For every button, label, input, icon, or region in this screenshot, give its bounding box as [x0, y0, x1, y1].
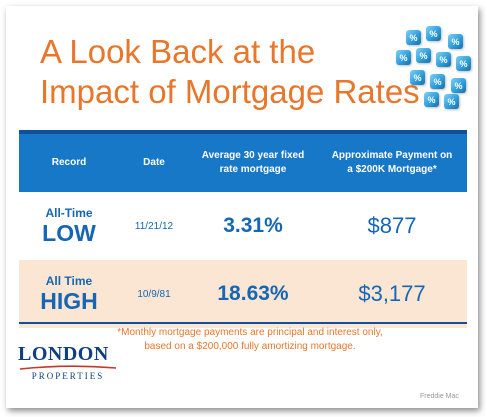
- header-rate-line-1: Average 30 year fixed: [201, 150, 305, 161]
- rate-cell: 3.31%: [189, 192, 317, 260]
- date-cell: 11/21/12: [119, 192, 189, 260]
- page-title: A Look Back at the Impact of Mortgage Ra…: [40, 32, 420, 112]
- logo-sub-text: PROPERTIES: [31, 371, 105, 381]
- die-icon: %: [456, 56, 471, 71]
- header-record: Record: [19, 130, 119, 192]
- table-row-low: All-Time LOW 11/21/12 3.31% $877: [19, 192, 467, 260]
- die-icon: %: [448, 34, 463, 49]
- payment-cell: $877: [317, 192, 467, 260]
- record-label-small: All Time: [45, 274, 93, 288]
- die-icon: %: [410, 70, 425, 85]
- rate-cell: 18.63%: [189, 260, 317, 328]
- record-cell: All Time HIGH: [19, 260, 119, 328]
- header-payment-line-1: Approximate Payment on: [331, 150, 453, 161]
- footnote-line-2: based on a $200,000 fully amortizing mor…: [144, 341, 356, 352]
- die-icon: %: [426, 26, 441, 41]
- header-rate: Average 30 year fixed rate mortgage: [189, 130, 317, 192]
- logo-swoosh-icon: [19, 365, 117, 370]
- die-icon: %: [406, 30, 421, 45]
- table-bottom-divider: [19, 322, 467, 324]
- title-line-2: Impact of Mortgage Rates: [40, 73, 420, 110]
- header-payment-line-2: a $200K Mortgage*: [347, 164, 437, 175]
- die-icon: %: [396, 50, 411, 65]
- die-icon: %: [424, 92, 439, 107]
- logo-main-text: LONDON: [18, 343, 109, 365]
- footnote: *Monthly mortgage payments are principal…: [80, 326, 420, 354]
- die-icon: %: [436, 52, 451, 67]
- footnote-line-1: *Monthly mortgage payments are principal…: [117, 327, 383, 338]
- table-header-row: Record Date Average 30 year fixed rate m…: [19, 130, 467, 192]
- percent-dice-icon: % % % % % % % % % % % %: [396, 26, 476, 111]
- record-label-small: All-Time: [45, 206, 93, 220]
- die-icon: %: [444, 94, 459, 109]
- record-cell: All-Time LOW: [19, 192, 119, 260]
- date-cell: 10/9/81: [119, 260, 189, 328]
- header-date: Date: [119, 130, 189, 192]
- header-payment: Approximate Payment on a $200K Mortgage*: [317, 130, 467, 192]
- source-credit: Freddie Mac: [420, 393, 459, 400]
- record-label-big: HIGH: [40, 288, 98, 314]
- die-icon: %: [430, 74, 445, 89]
- table-row-high: All Time HIGH 10/9/81 18.63% $3,177: [19, 260, 467, 328]
- record-label-big: LOW: [42, 220, 96, 246]
- mortgage-rates-table: Record Date Average 30 year fixed rate m…: [19, 130, 467, 328]
- payment-cell: $3,177: [317, 260, 467, 328]
- header-rate-line-2: rate mortgage: [219, 164, 287, 175]
- title-line-1: A Look Back at the: [40, 33, 316, 70]
- london-properties-logo: LONDON PROPERTIES: [18, 343, 118, 382]
- die-icon: %: [451, 78, 466, 93]
- die-icon: %: [416, 48, 431, 63]
